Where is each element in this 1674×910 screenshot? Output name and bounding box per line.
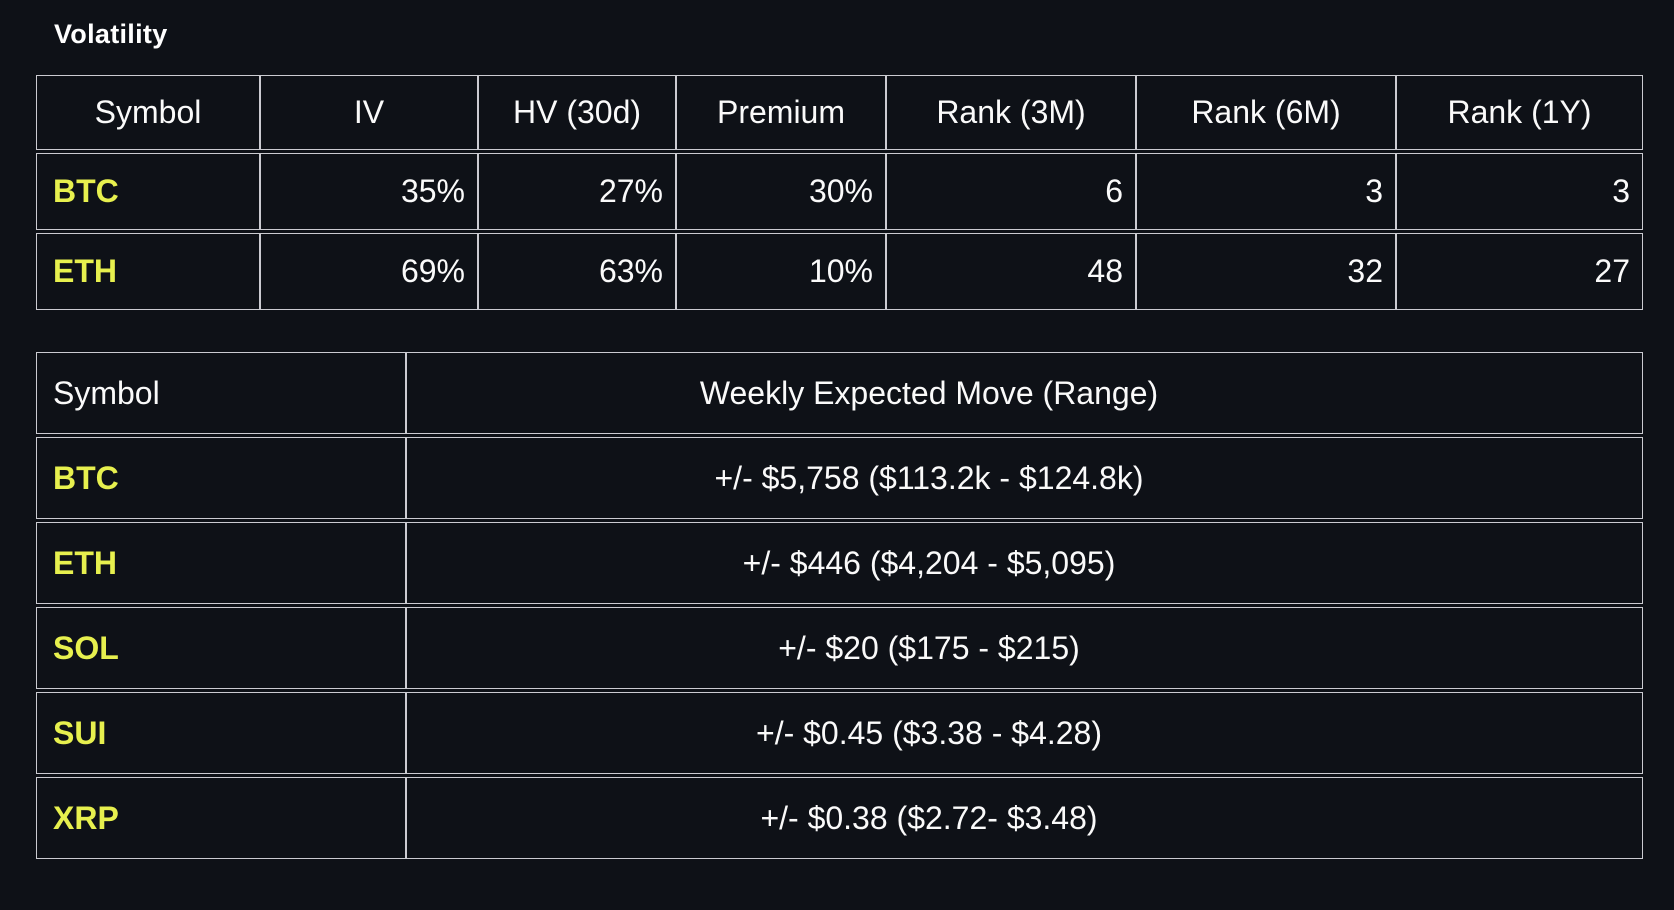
rank-1y-cell: 27 — [1396, 233, 1643, 310]
rank-3m-cell: 48 — [886, 233, 1136, 310]
rank-6m-cell: 3 — [1136, 153, 1396, 230]
symbol-cell: ETH — [36, 233, 260, 310]
volatility-header-row: Symbol IV HV (30d) Premium Rank (3M) Ran… — [36, 75, 1643, 150]
table-row-btc: BTC +/- $5,758 ($113.2k - $124.8k) — [36, 437, 1643, 519]
table-row-eth: ETH 69% 63% 10% 48 32 27 — [36, 233, 1643, 310]
rank-1y-cell: 3 — [1396, 153, 1643, 230]
premium-cell: 10% — [676, 233, 886, 310]
range-cell: +/- $20 ($175 - $215) — [406, 607, 1643, 689]
table-row-sol: SOL +/- $20 ($175 - $215) — [36, 607, 1643, 689]
table-row-eth: ETH +/- $446 ($4,204 - $5,095) — [36, 522, 1643, 604]
column-header-iv: IV — [260, 75, 478, 150]
premium-cell: 30% — [676, 153, 886, 230]
range-cell: +/- $5,758 ($113.2k - $124.8k) — [406, 437, 1643, 519]
iv-cell: 69% — [260, 233, 478, 310]
column-header-expected-move: Weekly Expected Move (Range) — [406, 352, 1643, 434]
hv-cell: 27% — [478, 153, 676, 230]
column-header-rank-1y: Rank (1Y) — [1396, 75, 1643, 150]
range-cell: +/- $0.45 ($3.38 - $4.28) — [406, 692, 1643, 774]
rank-3m-cell: 6 — [886, 153, 1136, 230]
volatility-table: Symbol IV HV (30d) Premium Rank (3M) Ran… — [36, 72, 1643, 313]
symbol-cell: ETH — [36, 522, 406, 604]
page-title: Volatility — [54, 19, 168, 49]
page-container: Volatility Symbol IV HV (30d) Premium Ra… — [36, 19, 1643, 862]
table-row-xrp: XRP +/- $0.38 ($2.72- $3.48) — [36, 777, 1643, 859]
column-header-rank-3m: Rank (3M) — [886, 75, 1136, 150]
iv-cell: 35% — [260, 153, 478, 230]
table-row-sui: SUI +/- $0.45 ($3.38 - $4.28) — [36, 692, 1643, 774]
symbol-cell: SOL — [36, 607, 406, 689]
symbol-cell: BTC — [36, 437, 406, 519]
hv-cell: 63% — [478, 233, 676, 310]
column-header-premium: Premium — [676, 75, 886, 150]
column-header-hv-30d: HV (30d) — [478, 75, 676, 150]
expected-move-table: Symbol Weekly Expected Move (Range) BTC … — [36, 349, 1643, 862]
symbol-cell: SUI — [36, 692, 406, 774]
column-header-symbol: Symbol — [36, 352, 406, 434]
range-cell: +/- $446 ($4,204 - $5,095) — [406, 522, 1643, 604]
expected-move-header-row: Symbol Weekly Expected Move (Range) — [36, 352, 1643, 434]
table-row-btc: BTC 35% 27% 30% 6 3 3 — [36, 153, 1643, 230]
symbol-cell: BTC — [36, 153, 260, 230]
column-header-rank-6m: Rank (6M) — [1136, 75, 1396, 150]
symbol-cell: XRP — [36, 777, 406, 859]
column-header-symbol: Symbol — [36, 75, 260, 150]
range-cell: +/- $0.38 ($2.72- $3.48) — [406, 777, 1643, 859]
rank-6m-cell: 32 — [1136, 233, 1396, 310]
